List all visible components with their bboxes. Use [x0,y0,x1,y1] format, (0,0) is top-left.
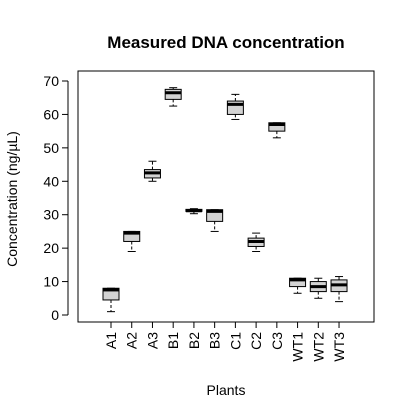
x-axis: A1 A2 A3 B1 B2 B3 C1 C2 C3 WT1 WT2 WT3 [103,321,347,362]
boxes-layer [102,87,348,313]
y-tick-label: 60 [43,106,59,122]
box-B1 [164,87,182,107]
y-axis: 0 10 20 30 40 50 60 70 [43,73,69,323]
iqr-box [206,209,224,222]
box-WT3 [330,276,348,303]
x-tick-label: A2 [124,332,140,349]
iqr-box [289,277,307,288]
x-tick-label: C3 [269,332,285,350]
y-axis-label: Concentration (ng/µL) [4,131,20,267]
box-C2 [247,232,265,252]
box-A3 [143,160,161,182]
x-tick-label: B1 [165,332,181,349]
iqr-box [164,88,182,100]
x-tick-label: C2 [248,332,264,350]
box-B3 [206,209,224,232]
box-WT1 [289,277,307,294]
x-tick-label: WT3 [331,332,347,362]
box-C3 [268,122,286,139]
iqr-box [102,287,120,301]
x-tick-label: WT1 [290,332,306,362]
y-tick-label: 70 [43,73,59,89]
x-axis-label: Plants [207,382,246,398]
box-C1 [226,93,244,120]
x-tick-label: B2 [186,332,202,349]
box-B2 [185,208,203,215]
y-tick-label: 20 [43,240,59,256]
iqr-box [123,230,141,242]
x-tick-label: A1 [103,332,119,349]
x-tick-label: WT2 [310,332,326,362]
y-tick-label: 50 [43,140,59,156]
x-tick-label: B3 [207,332,223,349]
box-WT2 [309,277,327,299]
y-tick-label: 40 [43,173,59,189]
x-tick-label: C1 [227,332,243,350]
box-A1 [102,287,120,313]
chart-title: Measured DNA concentration [107,33,344,52]
iqr-box [268,122,286,132]
box-A2 [123,230,141,252]
y-tick-label: 30 [43,207,59,223]
y-tick-label: 0 [51,307,59,323]
x-tick-label: A3 [144,332,160,349]
plot-frame [77,70,375,323]
y-tick-label: 10 [43,274,59,290]
